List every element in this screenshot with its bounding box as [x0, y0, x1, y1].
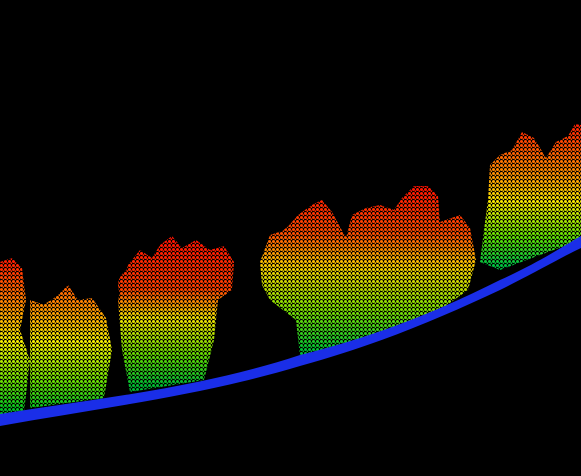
vegetation	[0, 124, 581, 418]
ground-surface	[0, 236, 581, 426]
tree-cluster	[480, 124, 581, 270]
tree-cluster	[260, 186, 476, 356]
tree-cluster	[118, 236, 234, 392]
tree-cluster	[0, 258, 112, 418]
